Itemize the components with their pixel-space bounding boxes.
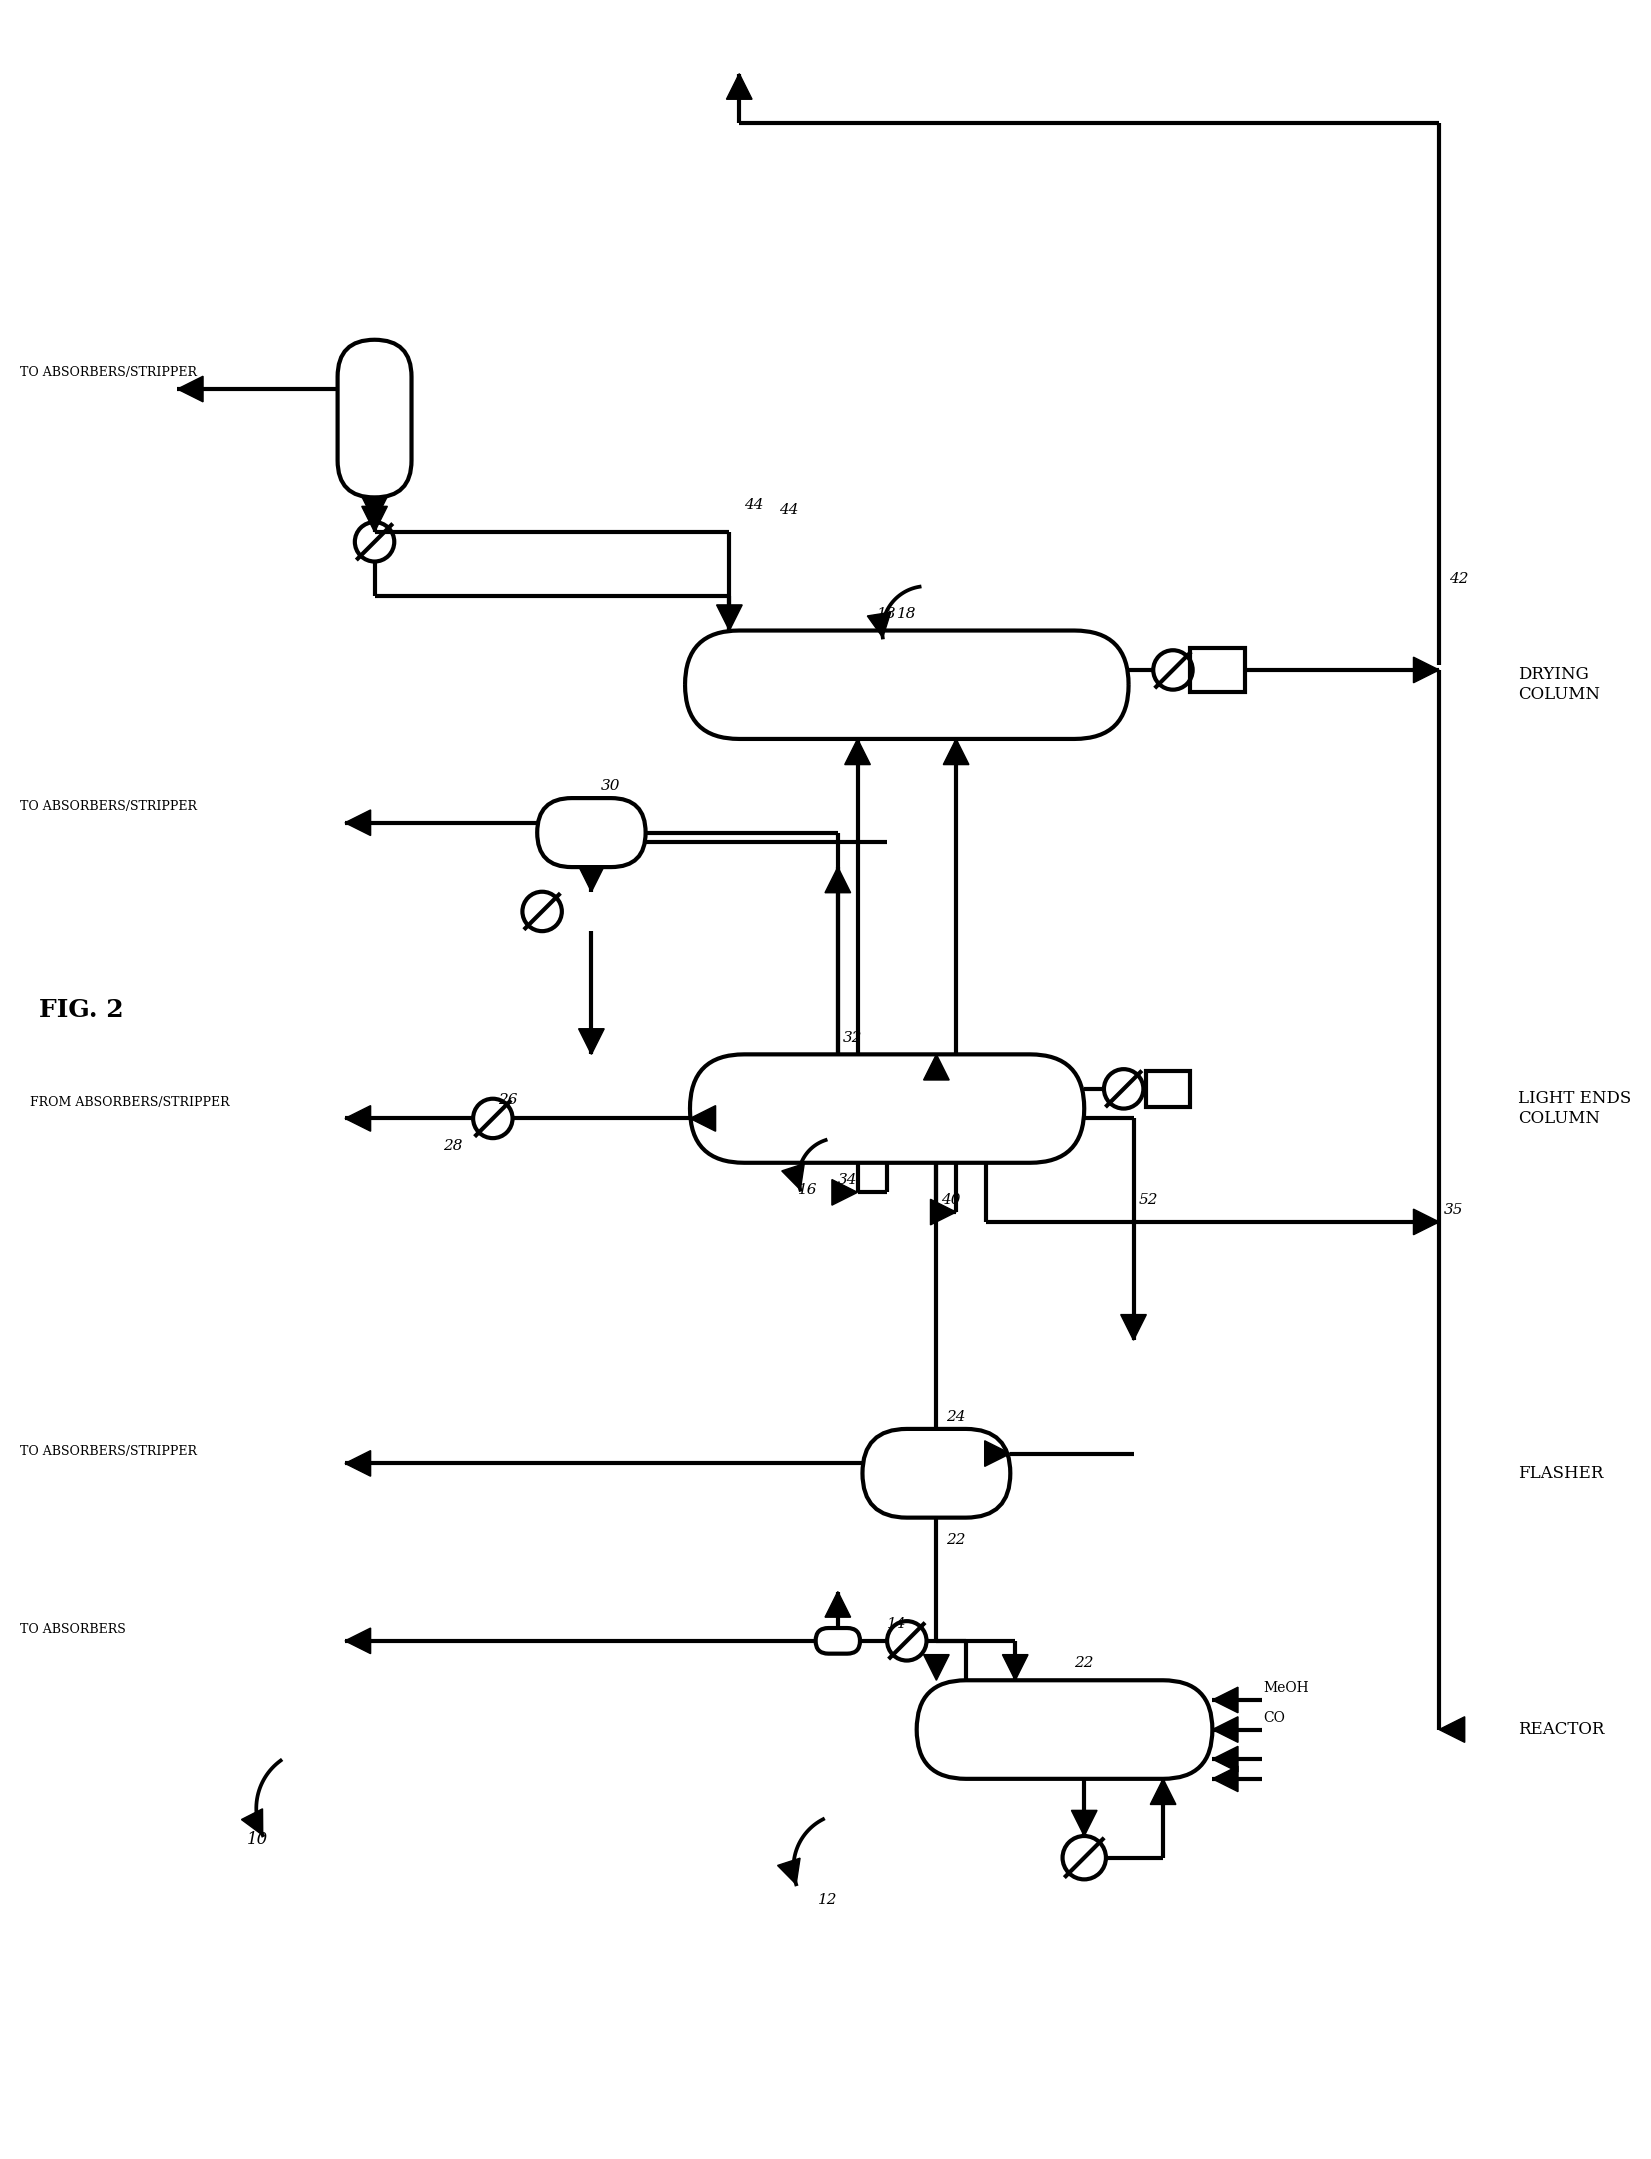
Text: MeOH: MeOH [1263,1682,1309,1695]
Text: TO ABSORBERS/STRIPPER: TO ABSORBERS/STRIPPER [20,1447,196,1459]
Text: 16: 16 [799,1183,817,1198]
Text: 30: 30 [601,779,621,792]
Polygon shape [690,1105,715,1131]
Polygon shape [1413,656,1440,682]
Polygon shape [1440,1716,1464,1742]
Polygon shape [984,1440,1010,1466]
Text: FLASHER: FLASHER [1517,1464,1603,1481]
Polygon shape [177,376,203,402]
Text: REACTOR: REACTOR [1517,1721,1605,1738]
Polygon shape [578,1028,604,1054]
FancyBboxPatch shape [690,1054,1085,1164]
Polygon shape [923,1654,949,1680]
Polygon shape [1121,1315,1146,1341]
Polygon shape [578,866,604,892]
Text: 14: 14 [887,1617,906,1630]
Polygon shape [943,738,969,764]
Polygon shape [931,1198,956,1224]
Text: 12: 12 [819,1893,837,1906]
Polygon shape [1413,1209,1440,1235]
FancyBboxPatch shape [685,630,1129,738]
Text: TO ABSORBERS/STRIPPER: TO ABSORBERS/STRIPPER [20,367,196,380]
Polygon shape [1212,1686,1238,1712]
Text: 24: 24 [946,1410,966,1425]
Bar [1146,1071,1190,1108]
Text: FROM ABSORBERS/STRIPPER: FROM ABSORBERS/STRIPPER [30,1095,229,1108]
FancyBboxPatch shape [816,1628,860,1654]
Polygon shape [1212,1747,1238,1773]
Text: 34: 34 [837,1174,857,1187]
Text: 52: 52 [1139,1194,1157,1207]
Text: 32: 32 [842,1030,862,1045]
Text: 22: 22 [1075,1656,1095,1671]
Text: 44: 44 [745,499,764,512]
FancyBboxPatch shape [537,799,646,868]
Text: TO ABSORBERS: TO ABSORBERS [20,1624,125,1637]
Text: 44: 44 [779,503,797,518]
Text: 26: 26 [497,1092,517,1108]
Text: 22: 22 [946,1533,966,1548]
Text: FIG. 2: FIG. 2 [40,997,124,1021]
Text: 18: 18 [877,607,896,620]
Text: TO ABSORBERS/STRIPPER: TO ABSORBERS/STRIPPER [20,799,196,814]
Polygon shape [362,497,388,522]
Text: CO: CO [1263,1710,1286,1725]
Polygon shape [923,1054,949,1080]
Text: 42: 42 [1450,572,1468,587]
Polygon shape [778,1859,801,1885]
Polygon shape [783,1164,804,1190]
FancyBboxPatch shape [862,1429,1010,1518]
Polygon shape [826,1591,850,1617]
Text: 40: 40 [941,1194,961,1207]
Polygon shape [345,810,370,836]
FancyBboxPatch shape [916,1680,1212,1779]
Polygon shape [345,1105,370,1131]
Polygon shape [845,738,870,764]
Polygon shape [1151,1779,1176,1805]
Polygon shape [345,1628,370,1654]
Text: 35: 35 [1445,1203,1463,1218]
Polygon shape [832,1179,857,1205]
Text: LIGHT ENDS
COLUMN: LIGHT ENDS COLUMN [1517,1090,1631,1127]
FancyBboxPatch shape [337,339,411,497]
Text: DRYING
COLUMN: DRYING COLUMN [1517,667,1600,704]
Polygon shape [826,868,850,892]
Polygon shape [867,613,890,637]
Polygon shape [1071,1811,1096,1835]
Text: 18: 18 [896,607,916,620]
Text: 28: 28 [444,1140,462,1153]
Polygon shape [1212,1716,1238,1742]
Text: 10: 10 [246,1831,267,1848]
Polygon shape [726,73,753,99]
Polygon shape [362,507,388,531]
Polygon shape [241,1809,263,1835]
Bar [1190,648,1245,691]
Polygon shape [1212,1766,1238,1792]
Polygon shape [1002,1654,1029,1680]
Polygon shape [345,1451,370,1477]
Polygon shape [717,605,743,630]
